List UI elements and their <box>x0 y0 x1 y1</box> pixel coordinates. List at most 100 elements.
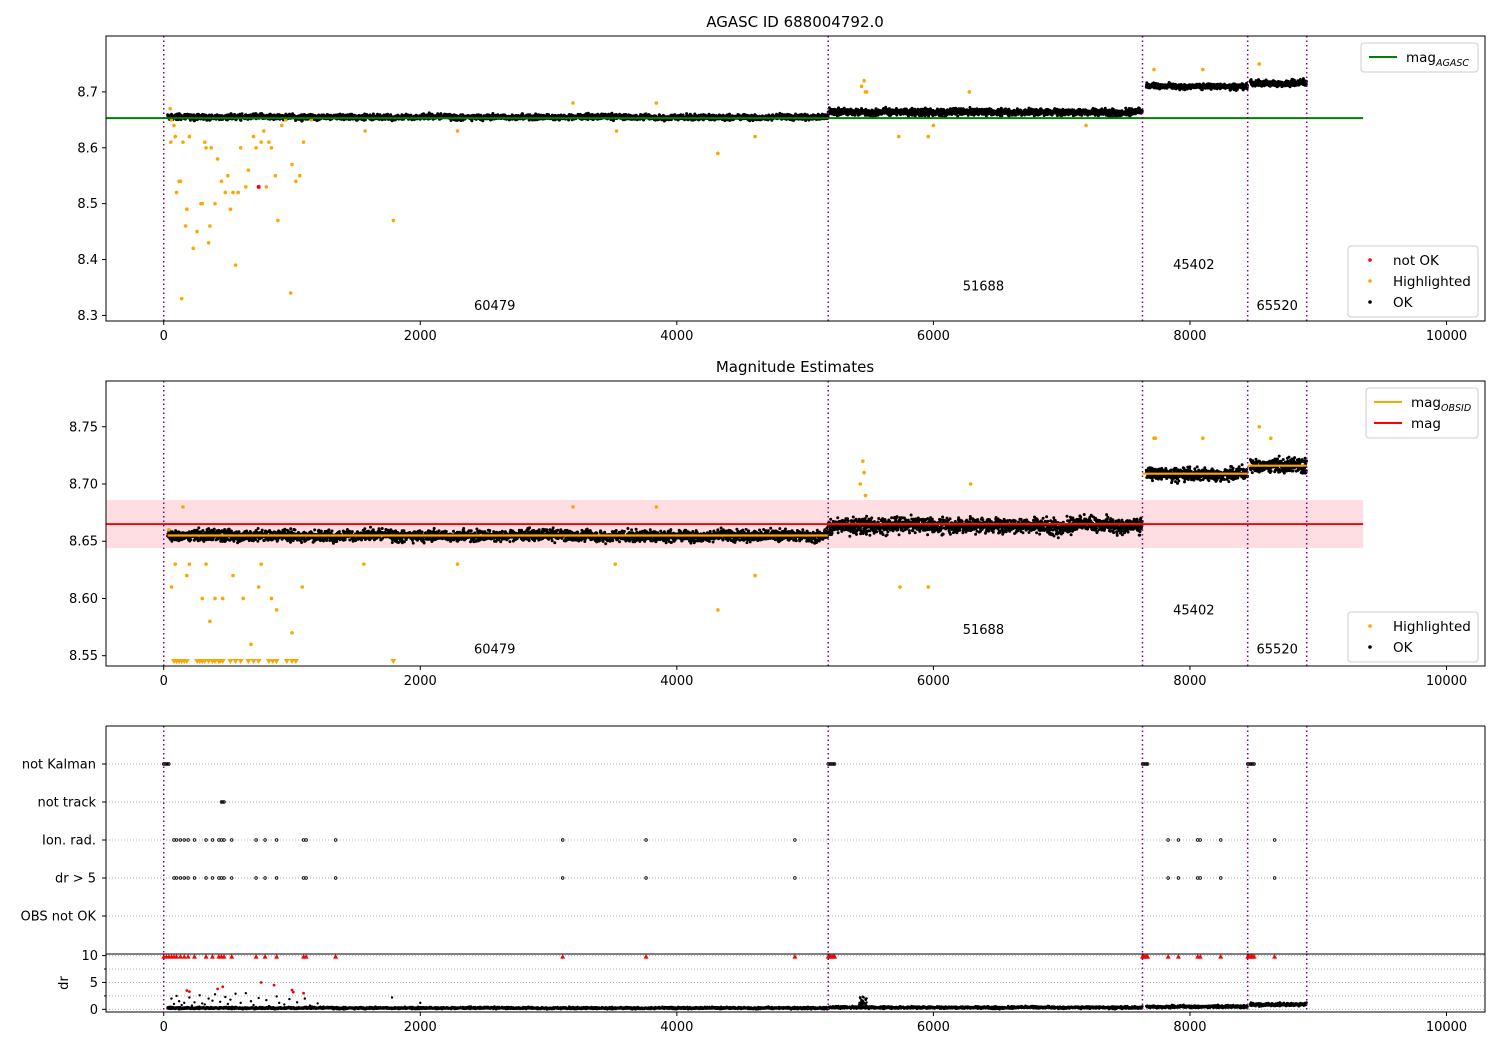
dr-point <box>193 1001 196 1004</box>
plot-area <box>106 726 1485 954</box>
highlighted-point <box>181 505 185 509</box>
dr-point <box>858 1003 861 1007</box>
flag-point <box>174 876 179 880</box>
flag-point <box>1176 838 1181 842</box>
x-tick-label: 8000 <box>1173 674 1206 689</box>
clipped-point-marker <box>219 659 226 664</box>
flag-point <box>165 762 170 766</box>
y-tick-label: 10 <box>81 949 98 964</box>
dr-point <box>177 1000 181 1003</box>
dr-point <box>303 997 307 1000</box>
flag-point <box>263 838 267 842</box>
y-axis-label: dr <box>57 976 72 990</box>
highlighted-point <box>195 229 199 234</box>
flag-point <box>1198 838 1202 842</box>
highlighted-point <box>169 585 174 589</box>
x-tick-label: 2000 <box>404 1020 437 1035</box>
x-tick-label: 6000 <box>917 674 950 689</box>
highlighted-point <box>896 134 901 139</box>
dr-clipped-marker <box>1197 954 1203 959</box>
flag-point <box>167 762 171 766</box>
highlighted-point <box>614 129 619 133</box>
y-tick-label: 8.65 <box>69 535 98 550</box>
highlighted-point <box>226 173 230 178</box>
flag-point <box>831 762 836 766</box>
dr-point <box>213 993 217 996</box>
highlighted-point <box>259 562 264 566</box>
dr-clipped-marker <box>792 954 798 959</box>
highlighted-point <box>288 291 293 295</box>
highlighted-point <box>167 527 171 532</box>
highlighted-point <box>1200 67 1205 72</box>
dr-point <box>390 996 394 999</box>
flag-point <box>186 876 190 880</box>
flag-point <box>1144 762 1149 766</box>
plot-area: 60479 51688 45402 65520 <box>106 36 1364 321</box>
x-tick-label: 6000 <box>917 1020 950 1035</box>
flag-point <box>186 838 190 842</box>
y-tick-label: 8.55 <box>69 649 98 664</box>
dr-point <box>257 996 260 1000</box>
clipped-point-marker <box>265 659 272 664</box>
highlighted-point <box>862 470 866 475</box>
highlighted-point <box>279 123 284 128</box>
highlighted-point <box>231 573 235 578</box>
clipped-point-marker <box>183 659 190 664</box>
dr-clipped-marker <box>203 954 209 959</box>
highlighted-point <box>861 459 865 463</box>
highlighted-point <box>259 140 264 144</box>
flag-point <box>254 876 258 880</box>
dr-point <box>190 1004 194 1007</box>
highlighted-point <box>249 642 253 647</box>
dr-clipped-marker <box>333 954 339 959</box>
highlighted-point <box>185 573 189 578</box>
flag-point <box>178 876 183 880</box>
dr-point <box>170 997 173 1000</box>
flag-point <box>560 876 565 880</box>
legend-label: Highlighted <box>1393 274 1471 290</box>
dr-flagged-point <box>259 981 263 984</box>
legend-point-swatch <box>1368 258 1372 262</box>
highlighted-point <box>274 608 279 612</box>
axes-frame <box>105 380 1486 667</box>
dr-point <box>858 996 862 999</box>
highlighted-point <box>967 90 972 94</box>
highlighted-point <box>455 129 460 133</box>
flag-point <box>1198 876 1202 880</box>
highlighted-point <box>753 134 757 139</box>
flag-point <box>230 876 234 880</box>
dr-point <box>308 1004 312 1007</box>
legend-box <box>1360 42 1479 73</box>
dr-point <box>180 1003 183 1007</box>
flag-point <box>644 876 648 880</box>
dr-clipped-marker <box>303 954 309 959</box>
legend-label: Highlighted <box>1393 619 1471 635</box>
highlighted-point <box>200 201 205 206</box>
highlighted-point <box>654 101 659 105</box>
highlighted-point <box>206 240 211 245</box>
flag-point <box>274 838 279 842</box>
dr-point <box>201 1002 204 1005</box>
highlighted-point <box>178 179 183 184</box>
flag-point <box>210 876 215 880</box>
legend-point-swatch <box>1368 645 1372 649</box>
x-tick-label: 10000 <box>1426 1020 1467 1035</box>
dr-clipped-marker <box>832 954 838 959</box>
highlighted-point <box>926 134 931 139</box>
highlighted-point <box>363 129 367 133</box>
highlighted-point <box>1084 123 1088 128</box>
highlighted-point <box>187 134 192 139</box>
highlighted-point <box>204 562 208 566</box>
flag-point <box>304 876 308 880</box>
highlighted-point <box>241 596 246 601</box>
flag-point <box>1272 876 1277 880</box>
dr-point <box>858 1001 861 1004</box>
highlighted-point <box>613 562 618 566</box>
highlighted-point <box>168 140 173 144</box>
dr-flagged-point <box>187 990 191 993</box>
dr-panel: 0 2000 4000 6000 8000 10000 0 5 10 dr <box>57 949 1486 1035</box>
highlighted-point <box>213 201 217 206</box>
flag-point <box>1251 762 1255 766</box>
dr-point <box>218 1000 222 1003</box>
flag-category-label: not Kalman <box>22 758 96 773</box>
